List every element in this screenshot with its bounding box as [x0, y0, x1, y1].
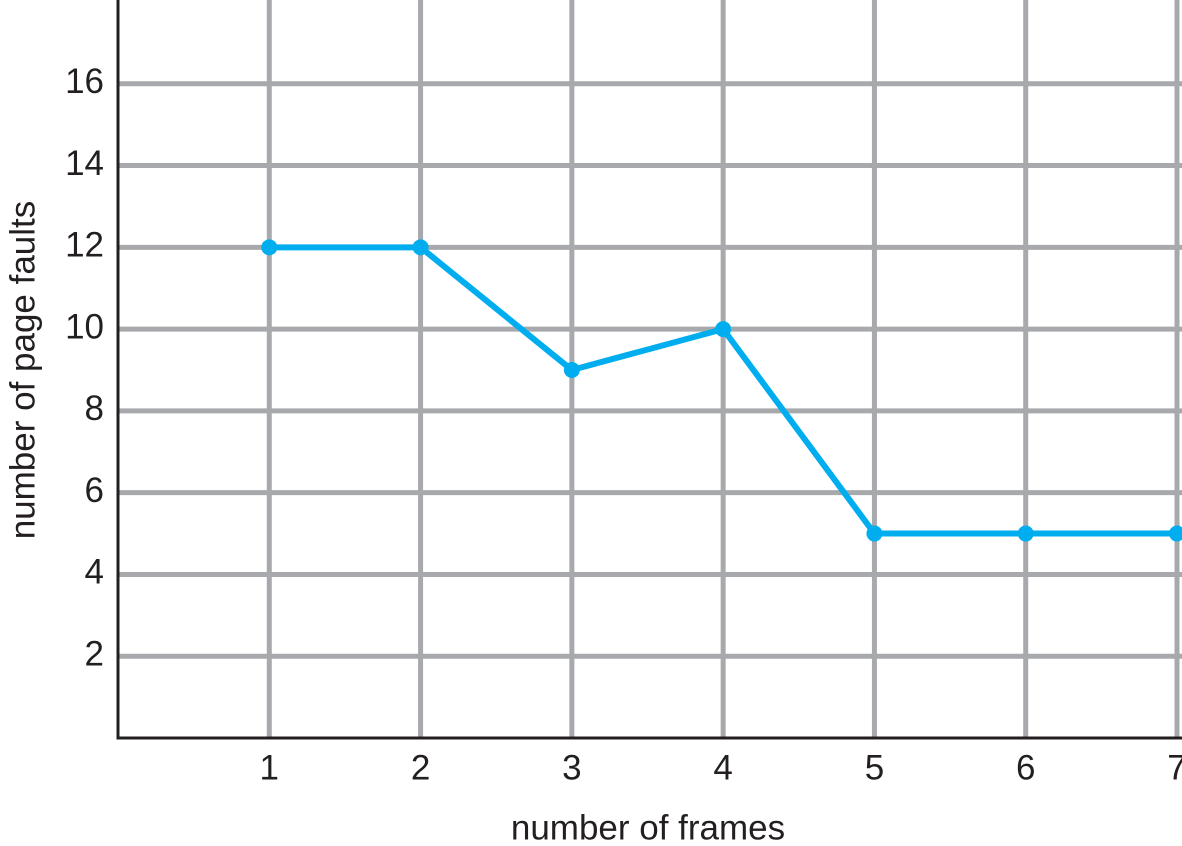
- x-tick-label: 4: [713, 748, 732, 787]
- y-axis-label: number of page faults: [3, 201, 42, 540]
- x-tick-label: 3: [562, 748, 581, 787]
- data-point: [1169, 525, 1182, 542]
- x-tick-label: 1: [260, 748, 279, 787]
- x-tick-label: 7: [1167, 748, 1182, 787]
- y-tick-label: 16: [65, 62, 104, 101]
- y-tick-label: 4: [85, 553, 104, 592]
- data-point: [412, 239, 429, 256]
- x-tick-label: 5: [865, 748, 884, 787]
- data-point: [866, 525, 883, 542]
- data-point: [1017, 525, 1034, 542]
- x-tick-label: 6: [1016, 748, 1035, 787]
- y-tick-label: 6: [85, 471, 104, 510]
- plot-area: [261, 239, 1182, 542]
- x-tick-label: 2: [411, 748, 430, 787]
- data-point: [563, 362, 580, 378]
- y-tick-label: 10: [65, 307, 104, 346]
- x-axis-label: number of frames: [511, 808, 785, 846]
- y-tick-label: 14: [65, 144, 104, 183]
- y-tick-label: 8: [85, 389, 104, 428]
- y-tick-label: 2: [85, 634, 104, 673]
- data-point: [261, 239, 278, 256]
- data-point: [715, 321, 732, 338]
- y-tick-label: 12: [65, 226, 104, 265]
